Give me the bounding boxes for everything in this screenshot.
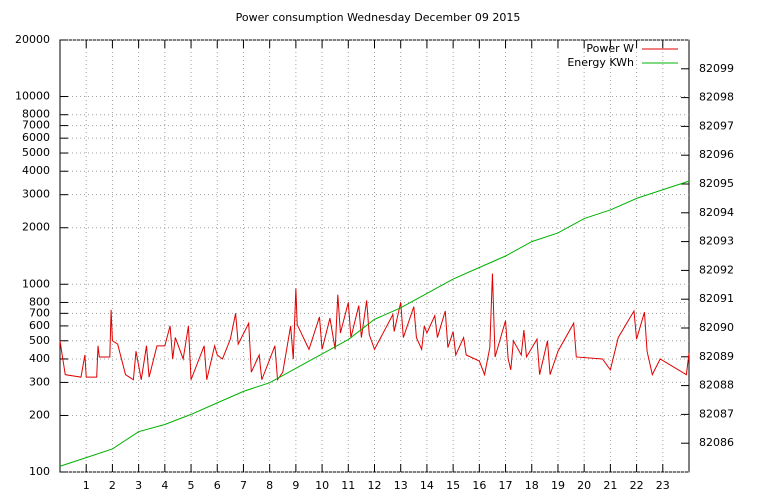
y-tick-label: 800: [29, 295, 50, 308]
x-tick-label: 21: [603, 479, 617, 492]
x-tick-label: 6: [214, 479, 221, 492]
x-tick-label: 7: [240, 479, 247, 492]
y2-tick-label: 82087: [699, 407, 734, 420]
y-tick-label: 300: [29, 375, 50, 388]
y-tick-label: 7000: [22, 119, 50, 132]
x-tick-label: 14: [420, 479, 434, 492]
y-tick-label: 5000: [22, 146, 50, 159]
x-tick-label: 20: [577, 479, 591, 492]
x-tick-label: 23: [656, 479, 670, 492]
y-tick-label: 20000: [15, 33, 50, 46]
x-tick-label: 12: [368, 479, 382, 492]
y2-tick-label: 82086: [699, 436, 734, 449]
x-tick-label: 16: [472, 479, 486, 492]
y2-tick-label: 82094: [699, 206, 734, 219]
legend-label: Power W: [586, 42, 634, 55]
y-tick-label: 200: [29, 408, 50, 421]
y2-tick-label: 82093: [699, 235, 734, 248]
x-tick-label: 11: [341, 479, 355, 492]
x-tick-label: 1: [83, 479, 90, 492]
y-tick-label: 2000: [22, 221, 50, 234]
x-tick-label: 22: [630, 479, 644, 492]
series-line: [59, 180, 690, 467]
series-line: [59, 273, 690, 382]
y-tick-label: 600: [29, 319, 50, 332]
y-tick-label: 4000: [22, 164, 50, 177]
y-tick-label: 400: [29, 352, 50, 365]
y2-tick-label: 82091: [699, 292, 734, 305]
y-tick-label: 10000: [15, 90, 50, 103]
legend-label: Energy KWh: [567, 56, 634, 69]
chart-title: Power consumption Wednesday December 09 …: [236, 11, 521, 24]
y2-tick-label: 82096: [699, 148, 734, 161]
y-tick-label: 500: [29, 334, 50, 347]
y2-tick-label: 82088: [699, 379, 734, 392]
x-tick-label: 10: [315, 479, 329, 492]
x-tick-label: 13: [394, 479, 408, 492]
x-tick-label: 15: [446, 479, 460, 492]
y-tick-label: 100: [29, 465, 50, 478]
y2-tick-label: 82098: [699, 91, 734, 104]
y2-tick-label: 82097: [699, 119, 734, 132]
x-tick-label: 5: [188, 479, 195, 492]
x-tick-label: 8: [266, 479, 273, 492]
x-tick-label: 3: [135, 479, 142, 492]
y-tick-label: 6000: [22, 131, 50, 144]
y2-tick-label: 82099: [699, 62, 734, 75]
x-tick-label: 4: [161, 479, 168, 492]
x-tick-label: 18: [525, 479, 539, 492]
x-tick-label: 2: [109, 479, 116, 492]
x-tick-label: 19: [551, 479, 565, 492]
y2-tick-label: 82092: [699, 263, 734, 276]
y-tick-label: 700: [29, 306, 50, 319]
y-tick-label: 8000: [22, 108, 50, 121]
y-tick-label: 3000: [22, 188, 50, 201]
y2-tick-label: 82090: [699, 321, 734, 334]
y2-tick-label: 82089: [699, 350, 734, 363]
y2-tick-label: 82095: [699, 177, 734, 190]
y-tick-label: 1000: [22, 277, 50, 290]
x-tick-label: 17: [499, 479, 513, 492]
x-tick-label: 9: [292, 479, 299, 492]
